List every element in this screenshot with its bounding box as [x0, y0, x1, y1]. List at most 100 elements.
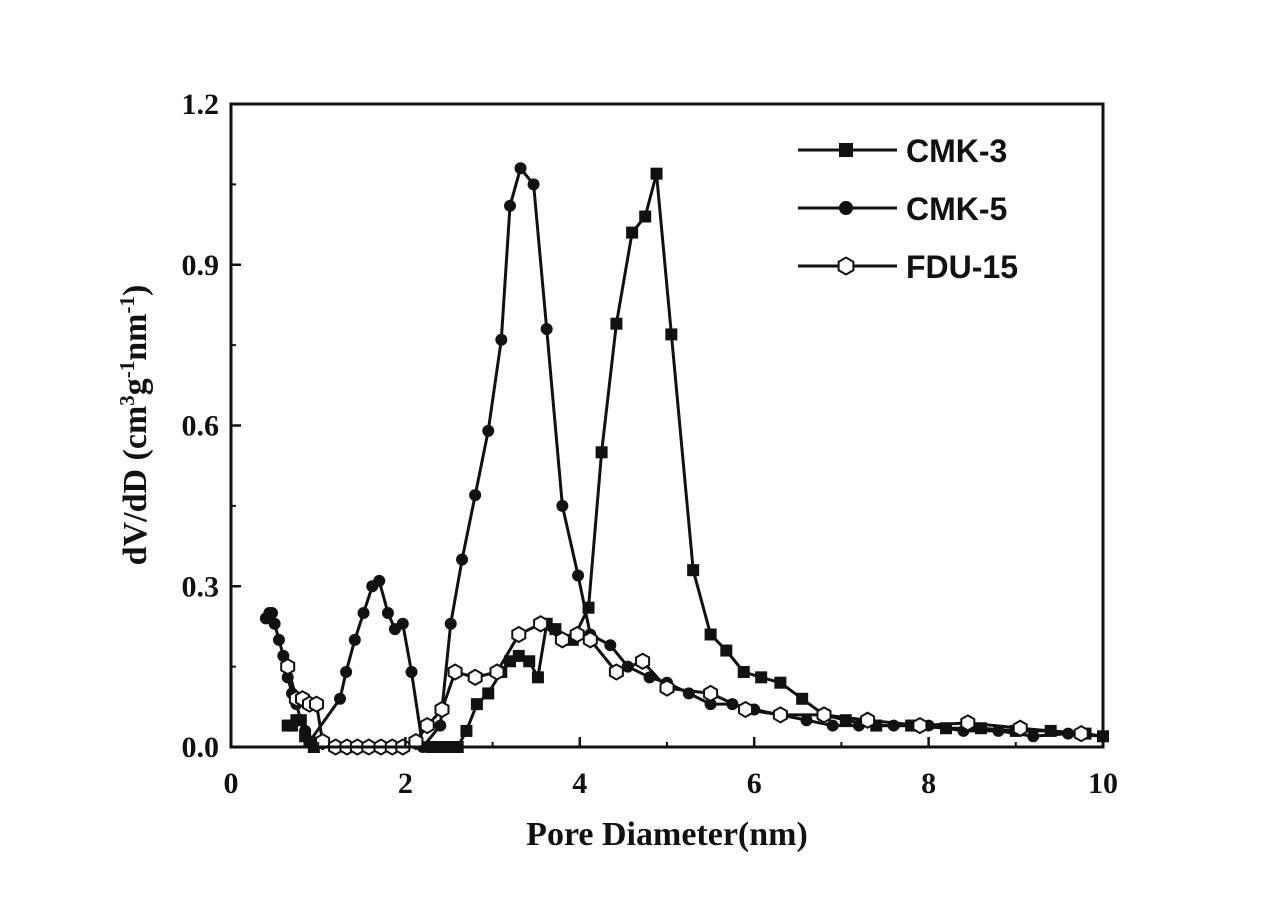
data-point-fdu-15	[533, 615, 549, 633]
data-point-cmk-3	[796, 692, 809, 705]
x-tick-label: 6	[747, 767, 762, 800]
data-point-cmk-5	[556, 499, 569, 512]
data-point-cmk-5	[348, 633, 361, 646]
data-point-cmk-3	[470, 698, 483, 711]
data-point-cmk-5	[303, 735, 316, 748]
data-point-cmk-3	[512, 649, 525, 662]
data-point-fdu-15	[1012, 719, 1028, 737]
x-tick-label: 8	[921, 767, 936, 800]
data-point-fdu-15	[960, 714, 976, 732]
x-tick-label: 4	[572, 767, 587, 800]
data-point-cmk-5	[357, 607, 370, 620]
data-point-fdu-15	[447, 663, 463, 681]
data-point-cmk-5	[514, 162, 527, 175]
x-tick-label: 0	[224, 767, 239, 800]
data-point-fdu-15	[309, 695, 324, 713]
data-point-fdu-15	[772, 706, 788, 724]
data-point-cmk-3	[665, 328, 678, 341]
data-point-cmk-5	[299, 724, 312, 737]
legend-marker	[839, 201, 853, 215]
data-point-cmk-3	[531, 671, 544, 684]
data-point-fdu-15	[554, 631, 570, 649]
data-point-cmk-5	[800, 714, 813, 727]
data-point-cmk-5	[381, 607, 394, 620]
data-point-fdu-15	[1073, 724, 1089, 743]
legend-marker	[839, 143, 853, 157]
data-point-fdu-15	[511, 625, 527, 644]
legend: CMK-3 CMK-5 FDU-15	[798, 133, 1018, 285]
data-point-fdu-15	[912, 716, 928, 735]
legend-item-fdu-15: FDU-15	[798, 249, 1018, 285]
legend-label: FDU-15	[906, 249, 1018, 285]
legend-item-cmk-3: CMK-3	[798, 133, 1007, 169]
y-axis-title: dV/dD (cm3g-1nm-1)	[115, 285, 154, 566]
data-point-cmk-3	[774, 676, 787, 689]
data-point-fdu-15	[582, 631, 598, 649]
data-point-cmk-5	[456, 553, 469, 566]
data-point-fdu-15	[280, 657, 296, 676]
data-point-cmk-5	[704, 698, 717, 711]
data-point-cmk-3	[595, 446, 608, 459]
y-tick-label: 0.6	[182, 410, 220, 443]
legend-label: CMK-5	[906, 191, 1007, 227]
data-point-cmk-3	[755, 671, 768, 684]
data-point-cmk-3	[704, 628, 717, 641]
data-point-cmk-3	[650, 167, 663, 180]
data-point-cmk-3	[460, 724, 473, 737]
data-point-fdu-15	[408, 732, 424, 751]
y-tick-label: 0.0	[182, 731, 220, 764]
data-point-fdu-15	[703, 684, 719, 703]
ticks-layer: 0 2 4 6 8 10 0.0 0.3 0.6 0.9 1.2	[182, 88, 1119, 800]
legend-marker	[837, 256, 855, 276]
data-point-cmk-5	[340, 665, 353, 678]
series-layer	[259, 162, 1109, 756]
data-point-cmk-5	[294, 714, 307, 727]
data-point-cmk-3	[737, 665, 750, 678]
data-point-fdu-15	[635, 652, 651, 670]
data-point-fdu-15	[489, 663, 505, 681]
data-point-cmk-5	[495, 333, 508, 346]
data-point-cmk-5	[272, 633, 285, 646]
data-point-cmk-3	[687, 564, 700, 577]
data-point-fdu-15	[315, 732, 331, 751]
x-tick-label: 2	[398, 767, 413, 800]
data-point-cmk-5	[527, 178, 540, 191]
y-tick-label: 0.9	[182, 249, 220, 282]
data-point-cmk-5	[504, 199, 517, 212]
data-point-cmk-5	[604, 639, 617, 652]
data-point-cmk-5	[405, 665, 418, 678]
data-point-fdu-15	[659, 679, 675, 697]
series-cmk-5	[259, 162, 1109, 753]
x-tick-label: 10	[1088, 767, 1118, 800]
legend-item-cmk-5: CMK-5	[798, 191, 1007, 227]
data-point-fdu-15	[419, 716, 435, 735]
data-point-cmk-5	[572, 569, 585, 582]
data-point-fdu-15	[467, 668, 483, 686]
data-point-cmk-5	[434, 719, 447, 732]
data-point-cmk-5	[268, 617, 281, 630]
legend-label: CMK-3	[906, 133, 1007, 169]
y-tick-label: 1.2	[182, 88, 220, 121]
data-point-cmk-5	[265, 607, 278, 620]
data-point-cmk-3	[523, 655, 536, 668]
data-point-cmk-5	[826, 719, 839, 732]
data-point-cmk-5	[444, 617, 457, 630]
data-point-cmk-5	[540, 323, 553, 336]
data-point-cmk-3	[626, 226, 639, 239]
data-point-cmk-5	[373, 574, 386, 587]
x-axis-title: Pore Diameter(nm)	[526, 816, 808, 853]
data-point-fdu-15	[569, 625, 585, 644]
data-point-fdu-15	[738, 700, 753, 719]
data-point-cmk-5	[482, 424, 495, 437]
data-point-cmk-5	[1027, 730, 1040, 743]
data-point-cmk-3	[610, 317, 623, 330]
data-point-cmk-3	[720, 644, 733, 657]
data-point-fdu-15	[816, 706, 832, 724]
data-point-fdu-15	[860, 711, 876, 729]
data-point-cmk-3	[639, 210, 652, 223]
data-point-fdu-15	[608, 663, 624, 681]
data-point-cmk-3	[482, 687, 495, 700]
y-tick-label: 0.3	[182, 570, 220, 603]
data-point-fdu-15	[434, 700, 450, 719]
